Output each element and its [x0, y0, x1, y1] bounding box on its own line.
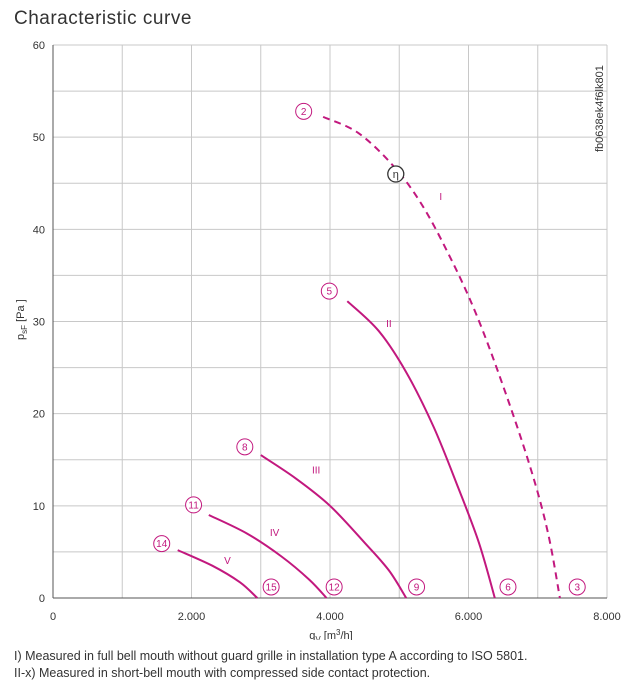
y-tick-label: 0 [39, 593, 45, 605]
operating-point-label: 15 [266, 582, 278, 593]
side-code: fb0638ek4f6lk801 [594, 65, 606, 152]
operating-point-marker [295, 102, 313, 120]
operating-point-label: 2 [301, 107, 307, 118]
x-tick-label: 8.000 [593, 611, 621, 623]
operating-point-marker [185, 496, 203, 514]
y-tick-label: 60 [33, 40, 45, 52]
axis-layer: 0 10 20 30 40 50 60 0 2.000 4.000 6.000 8.000 [33, 40, 621, 623]
operating-point-label: 9 [414, 582, 420, 593]
operating-point-marker [568, 578, 586, 596]
operating-point-label: 14 [156, 539, 168, 550]
curve-i [322, 115, 561, 599]
operating-point-label: 8 [242, 442, 248, 453]
operating-point-label: 3 [574, 582, 580, 593]
footnote-2: II-x) Measured in short-bell mouth with … [14, 666, 431, 680]
curve-label-i: I [439, 192, 442, 203]
y-tick-label: 50 [33, 132, 45, 144]
y-tick-label: 20 [33, 409, 45, 421]
x-tick-label: 2.000 [178, 611, 206, 623]
curve-iv [208, 514, 328, 599]
y-tick-label: 10 [33, 501, 45, 513]
operating-point-marker [408, 578, 426, 596]
grid-layer [52, 44, 608, 599]
footnote-1: I) Measured in full bell mouth without g… [14, 649, 528, 663]
efficiency-marker-label: η [393, 169, 399, 181]
x-tick-label: 6.000 [455, 611, 483, 623]
curve-label-iv: IV [270, 528, 280, 539]
x-tick-label: 4.000 [316, 611, 344, 623]
curve-label-ii: II [386, 319, 392, 330]
marker-layer: 2 3 5 6 8 9 11 12 14 15 η [153, 102, 586, 596]
operating-point-marker [153, 535, 171, 553]
footnotes: I) Measured in full bell mouth without g… [14, 648, 527, 682]
curve-iii [260, 454, 408, 599]
operating-point-label: 12 [329, 582, 341, 593]
x-axis-label: qV [m3/h] [309, 628, 352, 640]
operating-point-marker [262, 578, 280, 596]
operating-point-marker [499, 578, 517, 596]
operating-point-marker [325, 578, 343, 596]
operating-point-marker [320, 282, 338, 300]
operating-point-label: 11 [188, 500, 199, 511]
operating-point-marker [236, 438, 254, 456]
y-tick-label: 30 [33, 317, 45, 329]
curve-ii [346, 300, 496, 599]
curve-label-iii: III [312, 466, 320, 477]
curve-label-v: V [224, 556, 231, 567]
chart-title: Characteristic curve [14, 8, 192, 29]
y-axis-label: psF [Pa ] [15, 299, 29, 340]
x-tick-label: 0 [50, 611, 56, 623]
operating-point-label: 5 [327, 287, 333, 298]
curve-v [177, 549, 258, 599]
y-tick-label: 40 [33, 224, 45, 236]
operating-point-label: 6 [505, 582, 511, 593]
efficiency-marker [387, 165, 405, 183]
